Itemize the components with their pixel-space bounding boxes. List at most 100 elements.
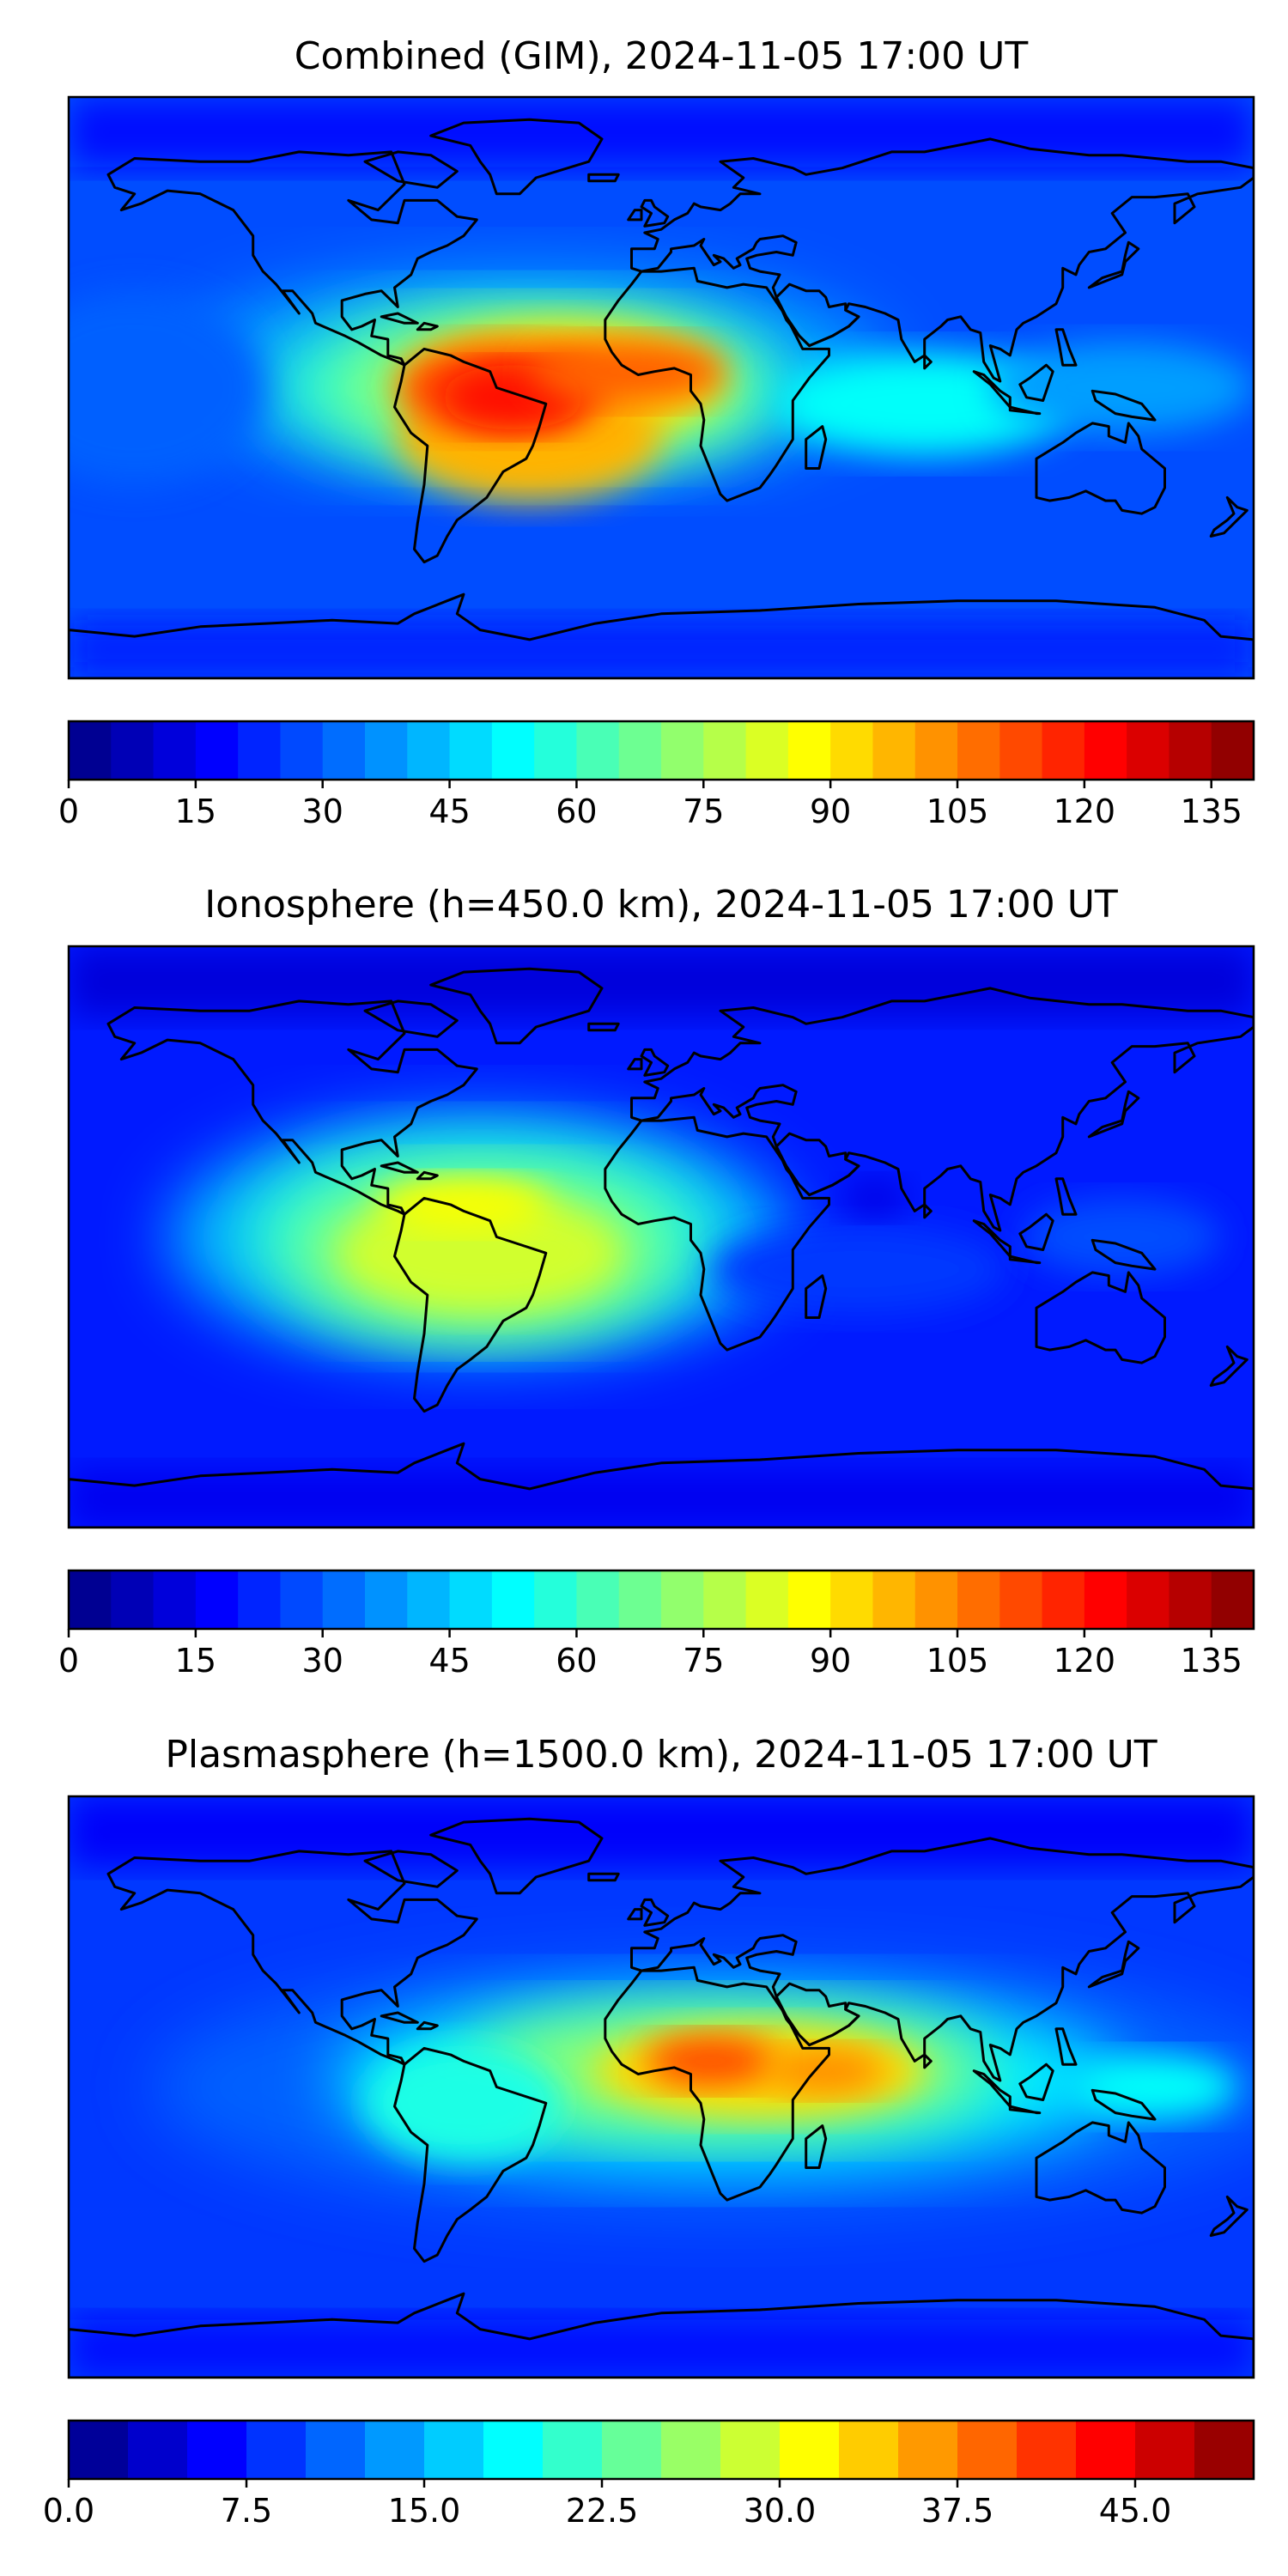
map-frame — [67, 95, 1255, 680]
coastline-iceland — [587, 1872, 620, 1882]
coastline-philippines — [1054, 2027, 1078, 2066]
coastline-new-guinea — [1091, 1238, 1157, 1271]
tec-field — [69, 97, 1254, 678]
coastline-australia — [1035, 1271, 1166, 1364]
coastline-indonesia — [972, 1219, 1012, 1258]
colorbar-segment — [534, 721, 578, 780]
colorbar-segment — [365, 1571, 408, 1629]
coastline-sri-lanka — [923, 354, 933, 370]
coastline-new-zealand — [1209, 2195, 1249, 2237]
colorbar-segment — [69, 1571, 112, 1629]
field-contour — [644, 2035, 777, 2087]
field-contour — [365, 2044, 562, 2162]
coastline-philippines — [1054, 1177, 1078, 1216]
coastline-antarctica — [69, 1442, 1254, 1528]
field-contour — [841, 1178, 908, 1218]
colorbar-tick-label: 135 — [1180, 1642, 1242, 1680]
colorbar-tick-label: 90 — [810, 1642, 851, 1680]
colorbar-segment — [1084, 721, 1127, 780]
field-polar-south — [69, 2319, 1254, 2378]
colorbar-tick-label: 30 — [302, 1642, 343, 1680]
colorbar-segment — [407, 721, 451, 780]
coastline-north-america — [106, 1850, 478, 2066]
colorbar-segment — [306, 2421, 366, 2479]
colorbar-segment — [543, 2421, 603, 2479]
coastlines — [69, 1817, 1254, 2378]
colorbar-tick-label: 45 — [428, 793, 470, 830]
coastline-arabia — [775, 1132, 860, 1197]
colorbar-segment — [1211, 721, 1255, 780]
colorbar-tick-label: 105 — [927, 1642, 989, 1680]
coastline-baffin — [363, 150, 459, 189]
colorbar-segment — [957, 721, 1000, 780]
colorbar-segment — [187, 2421, 247, 2479]
colorbar-segment — [780, 2421, 840, 2479]
coastline-south-america — [393, 347, 548, 564]
coastline-madagascar — [805, 425, 828, 470]
colorbar-segment — [872, 1571, 916, 1629]
coastline-baffin — [363, 999, 459, 1038]
coastline-indonesia — [972, 370, 1012, 409]
coastline-borneo — [1018, 2063, 1054, 2101]
coastline-japan — [1087, 1940, 1140, 1989]
coastline-new-guinea — [1091, 389, 1157, 422]
colorbar-tick-label: 7.5 — [221, 2492, 272, 2530]
colorbar-tick-label: 37.5 — [921, 2492, 994, 2530]
colorbar-segment — [618, 1571, 662, 1629]
colorbar-segment — [111, 1571, 155, 1629]
colorbar-segment — [280, 721, 324, 780]
coastline-cuba — [380, 312, 419, 325]
colorbar-segment — [703, 1571, 747, 1629]
field-contour — [1023, 1198, 1221, 1276]
colorbar-segment — [1127, 721, 1170, 780]
colorbar-segment — [872, 721, 916, 780]
colorbar-segment — [322, 721, 366, 780]
coastline-eurasia — [630, 137, 1254, 383]
colorbar-segment — [999, 1571, 1043, 1629]
colorbar-tick-label: 30.0 — [744, 2492, 817, 2530]
colorbar-frame — [67, 1569, 1255, 1631]
colorbar-segment — [720, 2421, 781, 2479]
colorbar-segment — [424, 2421, 484, 2479]
coastlines — [69, 118, 1254, 678]
colorbar: 0 15 30 45 60 75 90 105 120 135 — [58, 1569, 1255, 1680]
field-contour — [710, 1224, 1007, 1315]
coastline-africa — [604, 1965, 830, 2202]
field-contour — [766, 2048, 885, 2094]
colorbar-tick-label: 0 — [58, 1642, 79, 1680]
colorbar-segment — [576, 721, 620, 780]
colorbar-segment — [661, 1571, 704, 1629]
colorbar-segment — [830, 1571, 874, 1629]
map-frame — [67, 1795, 1255, 2379]
colorbar-segment — [787, 721, 831, 780]
coastline-java — [1008, 2105, 1042, 2115]
colorbar-tick-label: 75 — [683, 1642, 724, 1680]
colorbar-segment — [483, 2421, 544, 2479]
colorbar-segment — [787, 1571, 831, 1629]
colorbar-tick-label: 90 — [810, 793, 851, 830]
field-contour — [990, 342, 1254, 434]
colorbar-segment — [1169, 1571, 1212, 1629]
colorbar-tick-label: 15 — [175, 793, 216, 830]
field-contour — [1072, 2054, 1237, 2120]
colorbar-segment — [238, 1571, 282, 1629]
coastline-java — [1008, 405, 1042, 416]
colorbar-tick-label: 15.0 — [388, 2492, 461, 2530]
coastline-uk — [640, 198, 670, 228]
coastline-south-america — [393, 1196, 548, 1413]
coastline-madagascar — [805, 2124, 828, 2169]
coastline-greenland — [429, 1817, 604, 1895]
field-polar-north — [69, 946, 1254, 1017]
colorbar-segment — [898, 2421, 958, 2479]
colorbar-segment — [322, 1571, 366, 1629]
colorbar-segment — [365, 2421, 425, 2479]
coastline-madagascar — [805, 1274, 828, 1319]
coastline-greenland — [429, 118, 604, 196]
colorbar-tick-label: 45.0 — [1099, 2492, 1172, 2530]
field-polar-north — [69, 97, 1254, 167]
coastline-hispaniola — [416, 321, 439, 331]
coastline-ireland — [627, 1058, 643, 1071]
coastline-new-zealand — [1209, 1345, 1249, 1387]
coastline-japan — [1087, 240, 1140, 289]
